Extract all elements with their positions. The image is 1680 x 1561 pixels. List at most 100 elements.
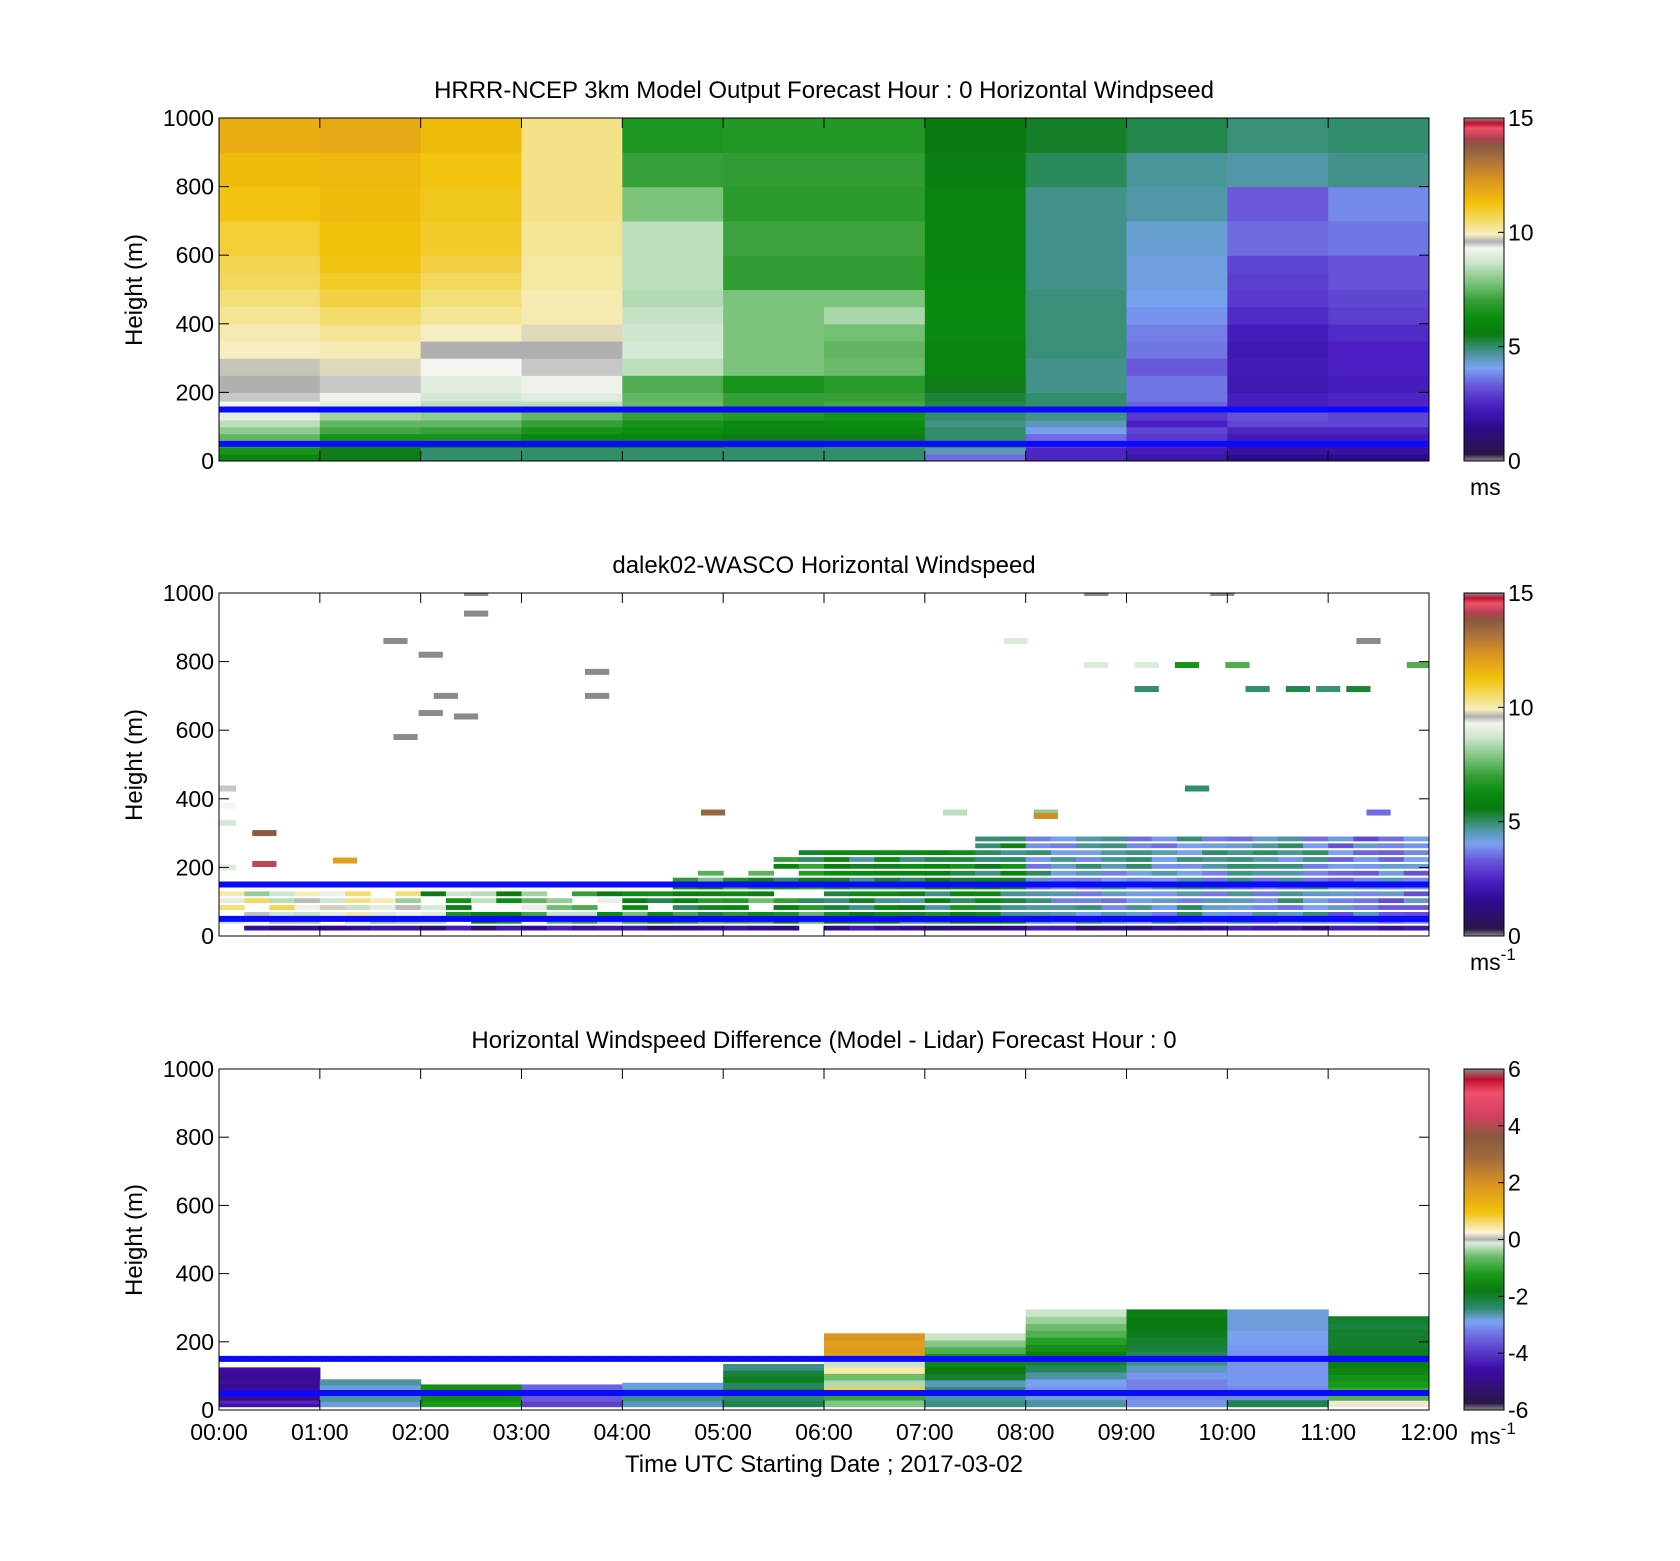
lidar-cell <box>496 925 522 931</box>
model-cell <box>1227 392 1329 402</box>
lidar-cell <box>874 857 901 862</box>
model-cell <box>723 419 825 428</box>
model-cell <box>824 454 926 461</box>
model-cell <box>219 289 321 308</box>
lidar-cell <box>244 925 270 931</box>
lidar-cell <box>622 925 649 931</box>
lidar-cell <box>1126 850 1153 856</box>
lidar-cell <box>571 891 598 897</box>
lidar-cell <box>1050 911 1077 917</box>
model-cell <box>622 340 724 359</box>
difference-cell <box>1227 1316 1329 1324</box>
lidar-cell <box>1000 870 1027 876</box>
lidar-cell <box>622 911 649 917</box>
difference-cell <box>824 1393 926 1401</box>
model-cell <box>824 323 926 342</box>
model-cell <box>521 220 623 256</box>
lidar-cell <box>1403 850 1429 856</box>
x-tick-label: 09:00 <box>1098 1419 1156 1445</box>
difference-cell <box>824 1333 926 1341</box>
difference-cell <box>924 1366 1027 1374</box>
lidar-cell <box>395 898 422 904</box>
model-cell <box>622 392 724 402</box>
difference-cell <box>1227 1364 1329 1373</box>
lidar-cell <box>1126 863 1153 869</box>
model-cell <box>1025 118 1128 153</box>
lidar-cell <box>622 891 649 897</box>
difference-cell <box>219 1386 321 1391</box>
model-cell <box>622 426 724 435</box>
difference-cell <box>723 1382 825 1389</box>
difference-cell <box>1227 1378 1329 1387</box>
colorbar-tick-label: -4 <box>1508 1340 1529 1366</box>
lidar-cell <box>1378 911 1405 917</box>
lidar-cell <box>420 911 447 917</box>
lidar-cell <box>471 898 497 904</box>
lidar-cell <box>571 911 598 917</box>
lidar-cell <box>1000 863 1027 869</box>
difference-cell <box>1126 1385 1228 1394</box>
lidar-cell <box>1050 863 1077 869</box>
lidar-cell <box>1176 843 1203 849</box>
lidar-cell <box>1302 843 1329 849</box>
colorbar-tick-label: 5 <box>1508 809 1521 835</box>
model-cell <box>924 323 1027 342</box>
lidar-cell <box>723 911 749 917</box>
model-cell <box>924 375 1027 393</box>
lidar-cell <box>1252 870 1279 876</box>
model-cell <box>924 447 1027 455</box>
difference-cell <box>723 1400 825 1408</box>
lidar-cell <box>1076 836 1102 842</box>
lidar-sparse-cell <box>1134 686 1159 693</box>
y-tick-label: 1000 <box>163 580 214 606</box>
difference-cell <box>924 1393 1027 1401</box>
model-cell <box>1227 358 1329 376</box>
model-cell <box>924 419 1027 428</box>
model-cell <box>622 358 724 376</box>
x-tick-label: 03:00 <box>493 1419 551 1445</box>
model-cell <box>319 272 422 291</box>
lidar-cell <box>269 891 296 897</box>
lidar-cell <box>899 905 926 910</box>
lidar-sparse-cell <box>433 692 458 699</box>
lidar-cell <box>874 925 901 931</box>
model-cell <box>723 358 825 376</box>
lidar-cell <box>1328 877 1354 883</box>
lidar-cell <box>849 898 875 904</box>
lidar-cell <box>1176 863 1203 869</box>
model-cell <box>1126 289 1228 308</box>
model-cell <box>924 220 1027 256</box>
difference-cell <box>824 1359 926 1368</box>
lidar-cell <box>1202 891 1228 897</box>
lidar-cell <box>597 891 623 897</box>
lidar-cell <box>824 911 850 917</box>
lidar-cell <box>1328 898 1354 904</box>
lidar-cell <box>1050 850 1077 856</box>
lidar-cell <box>950 877 976 883</box>
model-cell <box>824 392 926 402</box>
difference-cell <box>824 1399 926 1408</box>
model-cell <box>521 454 623 461</box>
lidar-cell <box>899 925 926 931</box>
model-cell <box>824 306 926 325</box>
lidar-cell <box>1277 925 1304 931</box>
x-tick-label: 10:00 <box>1199 1419 1257 1445</box>
lidar-cell <box>672 925 699 931</box>
difference-cell <box>1025 1378 1128 1387</box>
model-cell <box>824 426 926 435</box>
lidar-cell <box>647 898 674 904</box>
difference-cell <box>1025 1309 1128 1317</box>
lidar-cell <box>1126 905 1153 910</box>
model-cell <box>924 186 1027 222</box>
lidar-cell <box>899 877 926 883</box>
lidar-cell <box>1101 925 1127 931</box>
lidar-cell <box>370 898 396 904</box>
lidar-cell <box>1277 905 1304 910</box>
colorbar-gradient <box>1464 118 1504 461</box>
model-cell <box>723 426 825 435</box>
lidar-cell <box>849 877 875 883</box>
lidar-cell <box>420 905 447 910</box>
model-cell <box>319 220 422 256</box>
x-tick-label: 01:00 <box>291 1419 349 1445</box>
lidar-sparse-cell <box>1406 662 1429 669</box>
